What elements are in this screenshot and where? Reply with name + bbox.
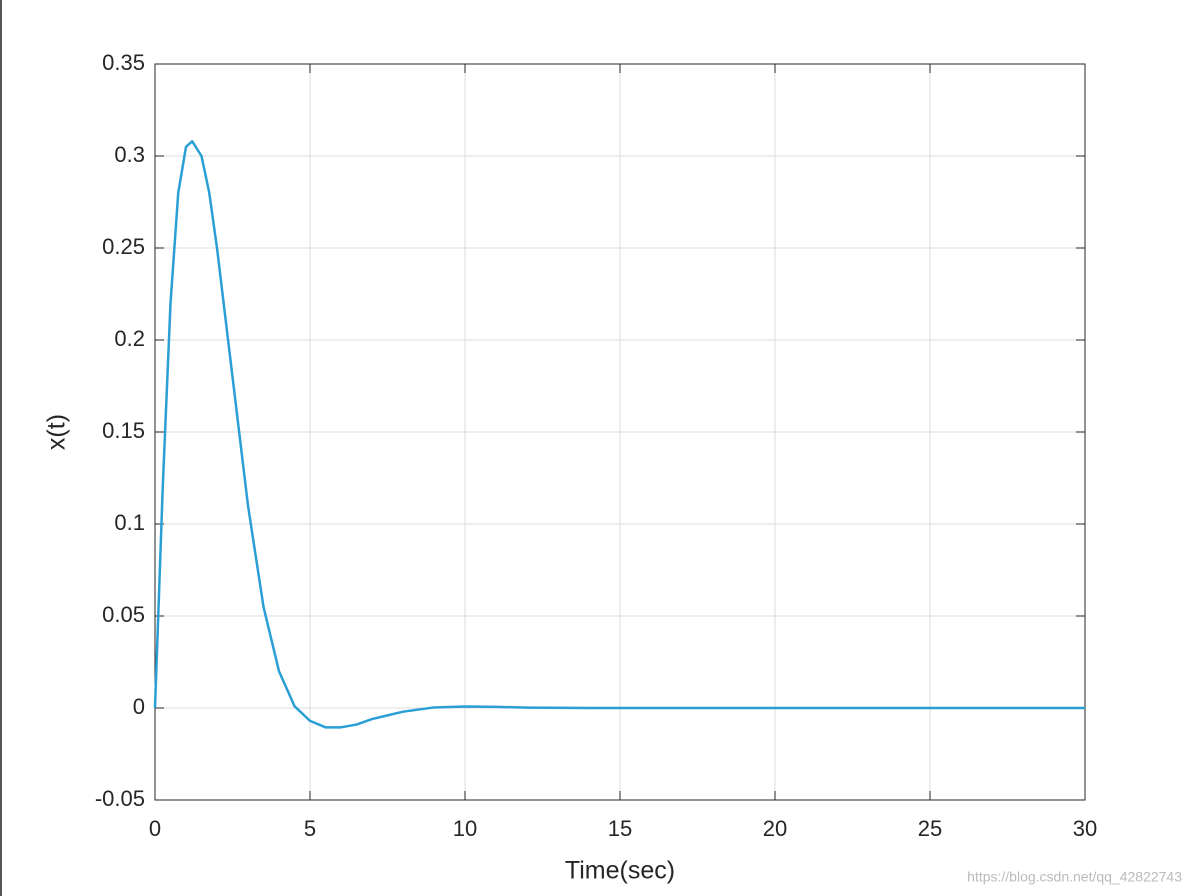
y-tick-label: 0.25 (102, 234, 145, 259)
y-tick-label: 0 (133, 694, 145, 719)
x-tick-label: 20 (763, 816, 787, 841)
y-tick-label: 0.1 (114, 510, 145, 535)
line-series (153, 140, 1085, 729)
y-tick-label: 0.35 (102, 50, 145, 75)
x-tick-label: 25 (918, 816, 942, 841)
y-tick-label: 0.2 (114, 326, 145, 351)
x-tick-label: 30 (1073, 816, 1097, 841)
x-tick-label: 10 (453, 816, 477, 841)
y-axis-label: x(t) (43, 414, 71, 450)
x-tick-label: 0 (149, 816, 161, 841)
x-tick-label: 5 (304, 816, 316, 841)
x-axis-label: Time(sec) (565, 857, 675, 885)
y-tick-label: 0.3 (114, 142, 145, 167)
plot-frame (154, 63, 1086, 801)
y-tick-label: 0.15 (102, 418, 145, 443)
x-tick-label: 15 (608, 816, 632, 841)
y-tick-label: 0.05 (102, 602, 145, 627)
y-tick-label: -0.05 (95, 786, 145, 811)
watermark: https://blog.csdn.net/qq_42822743 (967, 869, 1182, 885)
